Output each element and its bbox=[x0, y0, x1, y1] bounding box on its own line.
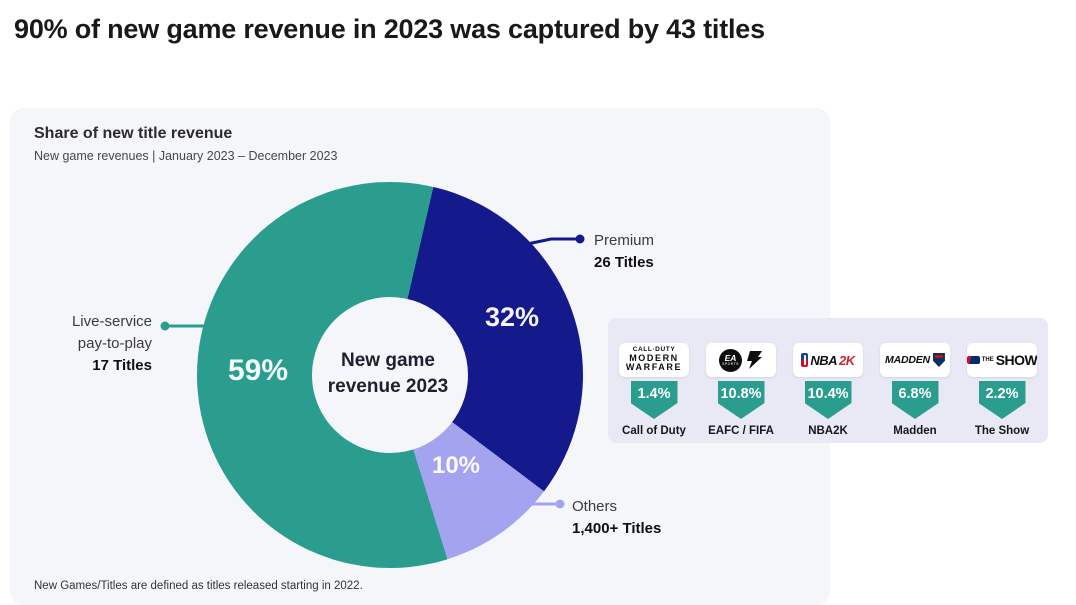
the-show-logo-icon: THE SHOW bbox=[967, 343, 1037, 377]
game-name: Madden bbox=[893, 425, 937, 437]
callout-premium-titles: 26 Titles bbox=[594, 253, 654, 271]
share-ribbon: 10.8% bbox=[717, 381, 765, 419]
fc-crest-icon bbox=[747, 351, 762, 369]
callout-live-service-label-1: Live-service bbox=[71, 313, 152, 330]
premium-leader-dot-icon bbox=[575, 234, 585, 244]
eafc-logo-icon: EA SPORTS bbox=[706, 343, 776, 377]
donut-hole bbox=[312, 297, 468, 453]
chart-footnote: New Games/Titles are defined as titles r… bbox=[34, 580, 363, 592]
share-value: 1.4% bbox=[637, 386, 671, 402]
page-title: 90% of new game revenue in 2023 was capt… bbox=[14, 14, 765, 44]
madden-logo-icon: MADDEN bbox=[880, 343, 950, 377]
callout-others-titles: 1,400+ Titles bbox=[572, 519, 662, 537]
callout-live-service-label-2: pay-to-play bbox=[77, 334, 152, 352]
callout-others-label: Others bbox=[572, 498, 618, 515]
live-service-leader-dot-icon bbox=[160, 321, 170, 331]
game-name: Call of Duty bbox=[622, 425, 686, 437]
nba-logo-icon bbox=[801, 353, 809, 367]
others-leader-dot-icon bbox=[555, 499, 565, 509]
share-ribbon: 1.4% bbox=[630, 381, 678, 419]
nba2k-logo-icon: NBA 2K bbox=[793, 343, 863, 377]
share-value: 10.4% bbox=[807, 386, 849, 402]
share-ribbon: 10.4% bbox=[804, 381, 852, 419]
mlb-logo-icon bbox=[967, 356, 980, 364]
game-card-call-of-duty: CALL·DUTY MODERN WARFARE 1.4% Call of Du… bbox=[619, 343, 689, 443]
donut-center-line1: New game bbox=[341, 350, 435, 371]
share-value: 2.2% bbox=[985, 386, 1019, 402]
share-value: 6.8% bbox=[898, 386, 932, 402]
top-games-panel: CALL·DUTY MODERN WARFARE 1.4% Call of Du… bbox=[608, 318, 1048, 443]
slice-value-others: 10% bbox=[431, 452, 481, 479]
nfl-shield-icon bbox=[932, 353, 945, 367]
game-card-madden: MADDEN 6.8% Madden bbox=[880, 343, 950, 443]
donut-center-label: New game revenue 2023 bbox=[298, 348, 478, 399]
callout-premium: Premium 26 Titles bbox=[594, 230, 654, 274]
slice-value-premium: 32% bbox=[484, 302, 540, 332]
call-of-duty-logo-icon: CALL·DUTY MODERN WARFARE bbox=[619, 343, 689, 377]
game-name: The Show bbox=[974, 425, 1030, 437]
share-ribbon: 2.2% bbox=[978, 381, 1026, 419]
share-ribbon: 6.8% bbox=[891, 381, 939, 419]
chart-title: Share of new title revenue bbox=[34, 125, 233, 142]
donut-center-line2: revenue 2023 bbox=[327, 375, 449, 397]
game-name: EAFC / FIFA bbox=[708, 425, 774, 437]
game-card-the-show: THE SHOW 2.2% The Show bbox=[967, 343, 1037, 443]
slice-value-live-service: 59% bbox=[227, 354, 289, 387]
callout-premium-label: Premium bbox=[594, 232, 655, 249]
callout-others: Others 1,400+ Titles bbox=[572, 496, 661, 540]
game-card-nba2k: NBA 2K 10.4% NBA2K bbox=[793, 343, 863, 443]
game-card-eafc-fifa: EA SPORTS 10.8% EAFC / FIFA bbox=[706, 343, 776, 443]
game-name: NBA2K bbox=[808, 425, 848, 437]
chart-subtitle: New game revenues | January 2023 – Decem… bbox=[34, 149, 338, 163]
callout-live-service-titles: 17 Titles bbox=[92, 356, 152, 374]
callout-live-service: Live-service pay-to-play 17 Titles bbox=[28, 311, 152, 376]
share-value: 10.8% bbox=[720, 386, 762, 402]
